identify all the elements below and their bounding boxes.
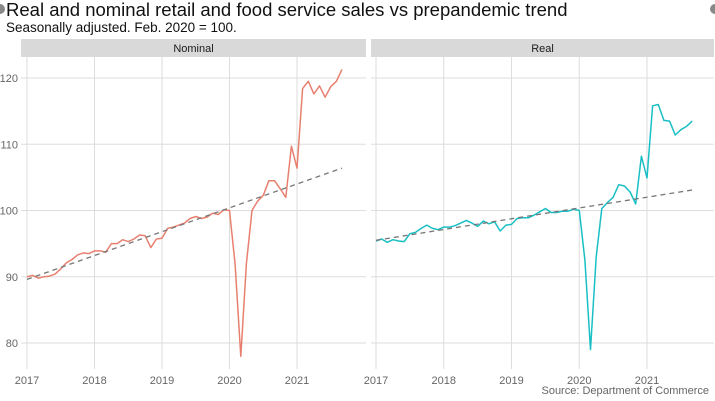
y-tick-label-120: 120 [0, 73, 18, 85]
right-edge-marker [710, 4, 715, 14]
nominal-x-tick-label-2018: 2018 [82, 375, 106, 387]
y-tick-label-80: 80 [6, 338, 18, 350]
real-panel-strip [371, 39, 714, 57]
y-tick-label-110: 110 [0, 139, 18, 151]
nominal-x-tick-label-2019: 2019 [150, 375, 174, 387]
real-x-tick-label-2020: 2020 [567, 375, 591, 387]
real-panel-label: Real [531, 43, 554, 55]
left-edge-marker [0, 4, 5, 14]
real-x-tick-label-2019: 2019 [499, 375, 523, 387]
real-x-tick-label-2017: 2017 [364, 375, 388, 387]
y-tick-label-90: 90 [6, 272, 18, 284]
chart-title: Real and nominal retail and food service… [6, 0, 568, 20]
nominal-sales-line [26, 69, 343, 358]
nominal-panel-label: Nominal [173, 43, 213, 55]
y-tick-label-100: 100 [0, 206, 18, 218]
chart-subtitle: Seasonally adjusted. Feb. 2020 = 100. [6, 20, 237, 35]
nominal-x-tick-label-2021: 2021 [285, 375, 309, 387]
real-sales-line [375, 103, 693, 351]
nominal-x-tick-label-2017: 2017 [15, 375, 39, 387]
nominal-panel-strip [21, 39, 366, 57]
nominal-trend-line [26, 167, 343, 281]
real-x-tick-label-2018: 2018 [432, 375, 456, 387]
real-x-tick-label-2021: 2021 [635, 375, 659, 387]
nominal-x-tick-label-2020: 2020 [217, 375, 241, 387]
source-note: Source: Department of Commerce [541, 385, 709, 397]
